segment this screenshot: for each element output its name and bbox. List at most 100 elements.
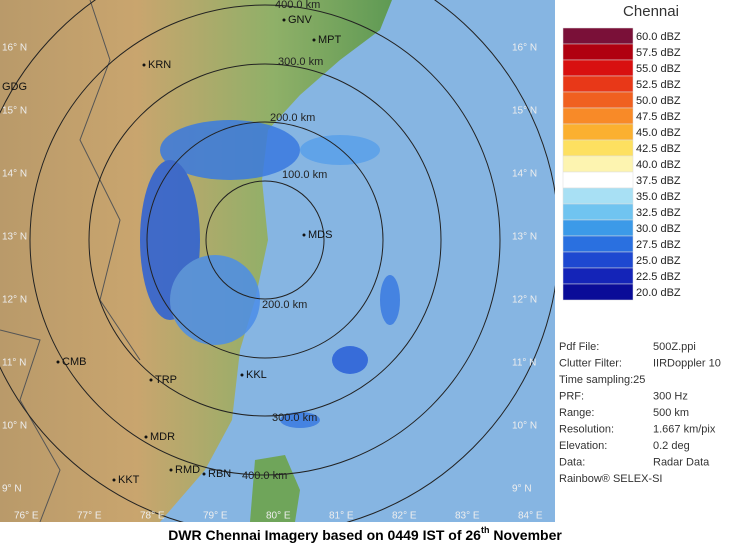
city-label: MDR (150, 431, 175, 443)
legend-swatch (562, 75, 634, 93)
ring-label: 100.0 km (282, 169, 327, 181)
lat-label: 12° N (2, 295, 27, 306)
lat-label: 12° N (512, 295, 537, 306)
legend-swatch (562, 171, 634, 189)
legend-label: 22.5 dBZ (636, 271, 681, 283)
info-value: IIRDoppler 10 (653, 357, 721, 369)
legend-label: 27.5 dBZ (636, 239, 681, 251)
lon-label: 79° E (203, 511, 228, 522)
legend-label: 30.0 dBZ (636, 223, 681, 235)
city-dot (144, 435, 148, 439)
legend-swatch (562, 283, 634, 301)
ring-label: 400.0 km (242, 470, 287, 482)
city-dot (112, 478, 116, 482)
legend-label: 52.5 dBZ (636, 79, 681, 91)
lon-label: 78° E (140, 511, 165, 522)
city-label: GNV (288, 14, 313, 26)
info-value: 300 Hz (653, 390, 688, 402)
info-label: Resolution: (559, 423, 614, 435)
legend-swatch (562, 43, 634, 61)
city-dot (202, 472, 206, 476)
city-label: CMB (62, 356, 86, 368)
legend-swatch (562, 59, 634, 77)
city-label: MPT (318, 34, 342, 46)
lon-label: 76° E (14, 511, 39, 522)
city-dot (56, 360, 60, 364)
legend-label: 32.5 dBZ (636, 207, 681, 219)
city-dot (240, 373, 244, 377)
legend-label: 57.5 dBZ (636, 47, 681, 59)
legend-label: 50.0 dBZ (636, 95, 681, 107)
legend-swatch (562, 187, 634, 205)
legend-swatch (562, 155, 634, 173)
info-value: 0.2 deg (653, 440, 690, 452)
city-label: MDS (308, 229, 332, 241)
city-dot (302, 233, 306, 237)
lat-label: 14° N (512, 169, 537, 180)
lon-label: 80° E (266, 511, 291, 522)
lat-label: 9° N (2, 484, 22, 495)
ring-label: 200.0 km (270, 112, 315, 124)
caption-sup: th (481, 525, 490, 535)
lat-label: 11° N (512, 358, 536, 369)
legend-label: 35.0 dBZ (636, 191, 681, 203)
lon-label: 84° E (518, 511, 543, 522)
caption-tail: November (489, 527, 562, 543)
info-label: Time sampling:25 (559, 374, 645, 386)
legend-swatch (562, 251, 634, 269)
lon-label: 82° E (392, 511, 417, 522)
legend-label: 20.0 dBZ (636, 287, 681, 299)
legend-label: 40.0 dBZ (636, 159, 681, 171)
city-dot (169, 468, 173, 472)
info-label: Pdf File: (559, 341, 599, 353)
info-label: Rainbow® SELEX-SI (559, 473, 663, 485)
legend-label: 55.0 dBZ (636, 63, 681, 75)
ring (205, 180, 325, 300)
ring-label: 200.0 km (262, 299, 307, 311)
info-label: PRF: (559, 390, 584, 402)
legend-swatch (562, 203, 634, 221)
legend-swatch (562, 91, 634, 109)
caption: DWR Chennai Imagery based on 0449 IST of… (168, 525, 562, 542)
city-label: RBN (208, 468, 231, 480)
ring-label: 400.0 km (275, 0, 320, 11)
ring (146, 121, 384, 359)
city-dot (142, 63, 146, 67)
info-value: 500 km (653, 407, 689, 419)
city-dot (282, 18, 286, 22)
legend-title: Chennai (623, 3, 679, 20)
legend-swatch (562, 123, 634, 141)
legend-swatch (562, 267, 634, 285)
legend-label: 45.0 dBZ (636, 127, 681, 139)
city-label: GDG (2, 81, 27, 93)
legend-swatch (562, 139, 634, 157)
legend-swatch (562, 27, 634, 45)
city-label: KRN (148, 59, 171, 71)
legend-label: 42.5 dBZ (636, 143, 681, 155)
island (250, 455, 300, 522)
legend-label: 25.0 dBZ (636, 255, 681, 267)
lat-label: 15° N (512, 106, 537, 117)
city-label: KKL (246, 369, 267, 381)
caption-text: DWR Chennai Imagery based on 0449 IST of… (168, 527, 481, 543)
lon-label: 77° E (77, 511, 102, 522)
ring-label: 300.0 km (272, 412, 317, 424)
info-label: Clutter Filter: (559, 357, 622, 369)
info-label: Elevation: (559, 440, 607, 452)
info-label: Range: (559, 407, 594, 419)
lat-label: 9° N (512, 484, 532, 495)
info-value: Radar Data (653, 456, 710, 468)
lon-label: 81° E (329, 511, 354, 522)
info-label: Data: (559, 456, 585, 468)
city-label: RMD (175, 464, 200, 476)
lat-label: 13° N (512, 232, 537, 243)
legend-label: 47.5 dBZ (636, 111, 681, 123)
echoes (140, 120, 400, 428)
info-value: 1.667 km/pix (653, 423, 716, 435)
legend-label: 37.5 dBZ (636, 175, 681, 187)
lat-label: 16° N (2, 43, 27, 54)
lat-label: 13° N (2, 232, 27, 243)
city-label: TRP (155, 374, 177, 386)
legend-swatch (562, 235, 634, 253)
